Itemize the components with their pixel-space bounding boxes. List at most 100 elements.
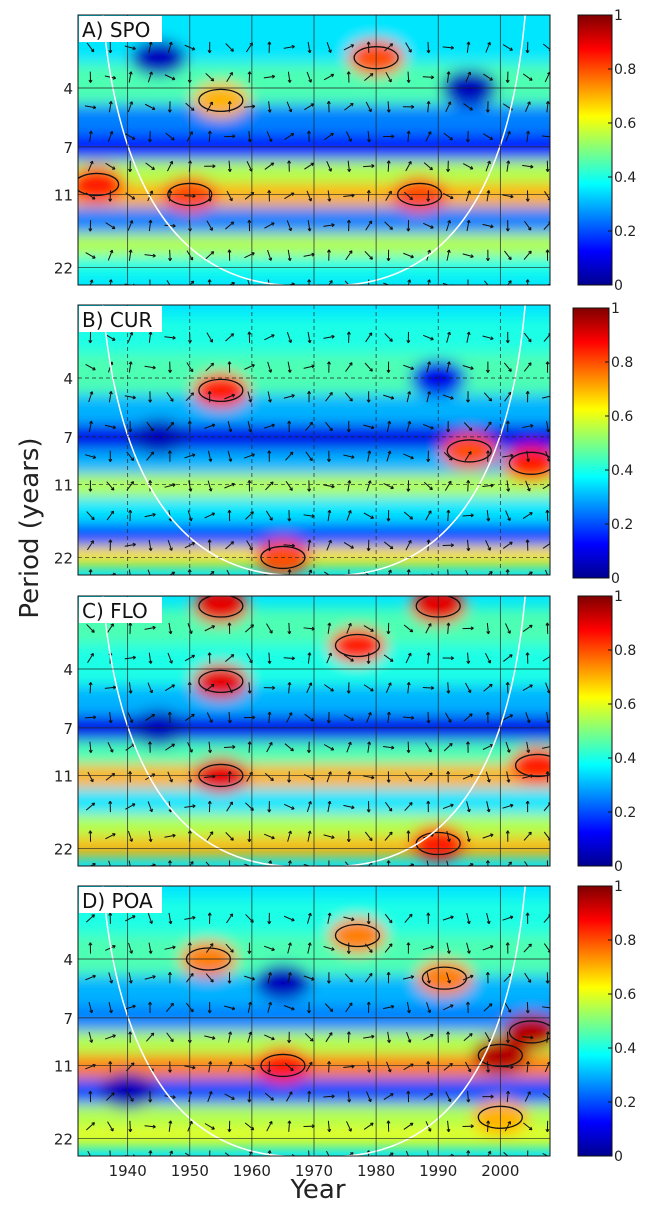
- phase-arrow-head: [150, 1032, 155, 1037]
- phase-arrow: [87, 160, 93, 172]
- phase-arrow: [446, 249, 450, 261]
- phase-arrow-head: [371, 164, 375, 168]
- phase-arrow: [526, 741, 530, 753]
- phase-arrow-head: [488, 1003, 493, 1007]
- phase-arrow-head: [307, 539, 312, 543]
- phase-arrow: [268, 652, 271, 664]
- phase-arrow: [206, 712, 213, 723]
- phase-arrow: [407, 569, 410, 575]
- phase-arrow: [347, 160, 350, 172]
- phase-arrow-head: [446, 771, 451, 775]
- phase-arrow-head: [426, 539, 431, 543]
- phase-arrow-head: [426, 912, 431, 916]
- phase-arrow: [383, 745, 395, 749]
- phase-arrow-head: [168, 860, 172, 864]
- phase-arrow: [407, 682, 410, 694]
- phase-arrow: [206, 332, 213, 343]
- phase-arrow-head: [446, 1128, 451, 1133]
- phase-arrow: [544, 569, 549, 575]
- phase-arrow: [502, 916, 514, 921]
- phase-arrow-head: [287, 1120, 292, 1124]
- phase-arrow-head: [192, 804, 196, 809]
- phase-arrow: [124, 283, 134, 285]
- phase-arrow-head: [108, 198, 113, 202]
- phase-arrow: [85, 914, 95, 923]
- phase-arrow-head: [329, 391, 333, 396]
- phase-arrow: [88, 1031, 93, 1043]
- phase-arrow-head: [207, 279, 212, 283]
- phase-arrow-head: [530, 164, 534, 169]
- phase-arrow-head: [152, 365, 156, 370]
- phase-arrow-head: [172, 1095, 176, 1100]
- phase-arrow-head: [89, 1009, 94, 1014]
- phase-arrow-head: [267, 190, 272, 194]
- phase-arrow-head: [430, 425, 434, 430]
- phase-arrow: [287, 361, 291, 373]
- phase-arrow-head: [168, 257, 173, 262]
- phase-arrow-head: [327, 912, 332, 917]
- phase-arrow: [167, 771, 173, 783]
- phase-arrow-head: [510, 453, 514, 458]
- phase-arrow: [522, 73, 533, 81]
- phase-arrow: [386, 450, 391, 462]
- phase-arrow-head: [508, 280, 512, 284]
- phase-arrow: [303, 975, 315, 981]
- plot-frame: [77, 885, 551, 1157]
- phase-arrow-head: [172, 945, 176, 950]
- phase-arrow-head: [152, 975, 156, 979]
- y-tick-label: 7: [63, 720, 73, 738]
- phase-arrow: [306, 190, 312, 202]
- phase-arrow-head: [287, 682, 292, 686]
- phase-arrow: [443, 743, 453, 752]
- phase-arrow-head: [348, 510, 352, 514]
- phase-arrow: [465, 71, 471, 83]
- phase-arrow-head: [227, 168, 232, 172]
- phase-arrow-head: [108, 800, 113, 804]
- phase-arrow-head: [370, 575, 373, 578]
- phase-arrow-head: [271, 685, 276, 690]
- phase-arrow-head: [391, 745, 395, 750]
- phase-arrow: [205, 973, 214, 983]
- phase-arrow-head: [466, 331, 471, 336]
- significance-contour: [198, 596, 244, 618]
- phase-arrow-head: [270, 1097, 274, 1101]
- phase-arrow-head: [191, 542, 196, 546]
- phase-arrow: [286, 101, 292, 113]
- phase-arrow: [224, 1093, 235, 1100]
- phase-arrow-head: [369, 837, 373, 842]
- phase-arrow: [204, 625, 215, 632]
- phase-arrow: [89, 130, 92, 143]
- phase-arrow: [383, 541, 394, 550]
- phase-arrow: [283, 544, 295, 547]
- phase-arrow-head: [210, 683, 215, 688]
- phase-arrow: [228, 771, 231, 783]
- phase-arrow: [328, 280, 333, 285]
- phase-arrow-head: [446, 622, 451, 626]
- phase-arrow: [124, 45, 136, 50]
- phase-arrow: [228, 101, 231, 113]
- phase-arrow-head: [328, 1032, 333, 1036]
- phase-arrow: [423, 222, 434, 229]
- phase-arrow-head: [406, 1090, 411, 1094]
- phase-arrow-head: [267, 1069, 272, 1073]
- cone-of-influence: [102, 596, 526, 866]
- phase-arrow-head: [526, 487, 531, 492]
- phase-arrow-head: [331, 484, 335, 489]
- phase-arrow-head: [489, 286, 492, 289]
- phase-arrow: [383, 394, 394, 399]
- phase-arrow-head: [311, 364, 315, 369]
- phase-arrow: [208, 130, 211, 143]
- y-tick-label: 11: [54, 767, 73, 785]
- phase-arrow: [85, 364, 96, 371]
- y-tick-label: 7: [63, 1010, 73, 1028]
- phase-arrow-head: [167, 450, 172, 454]
- colorbar: [572, 307, 610, 579]
- phase-arrow: [128, 972, 132, 984]
- phase-arrow: [484, 421, 492, 432]
- phase-arrow-head: [306, 130, 311, 134]
- phase-arrow: [443, 1063, 453, 1071]
- y-tick-label: 7: [63, 429, 73, 447]
- phase-arrow-head: [426, 980, 431, 984]
- phase-arrow-head: [231, 1096, 235, 1100]
- phase-arrow: [128, 361, 132, 373]
